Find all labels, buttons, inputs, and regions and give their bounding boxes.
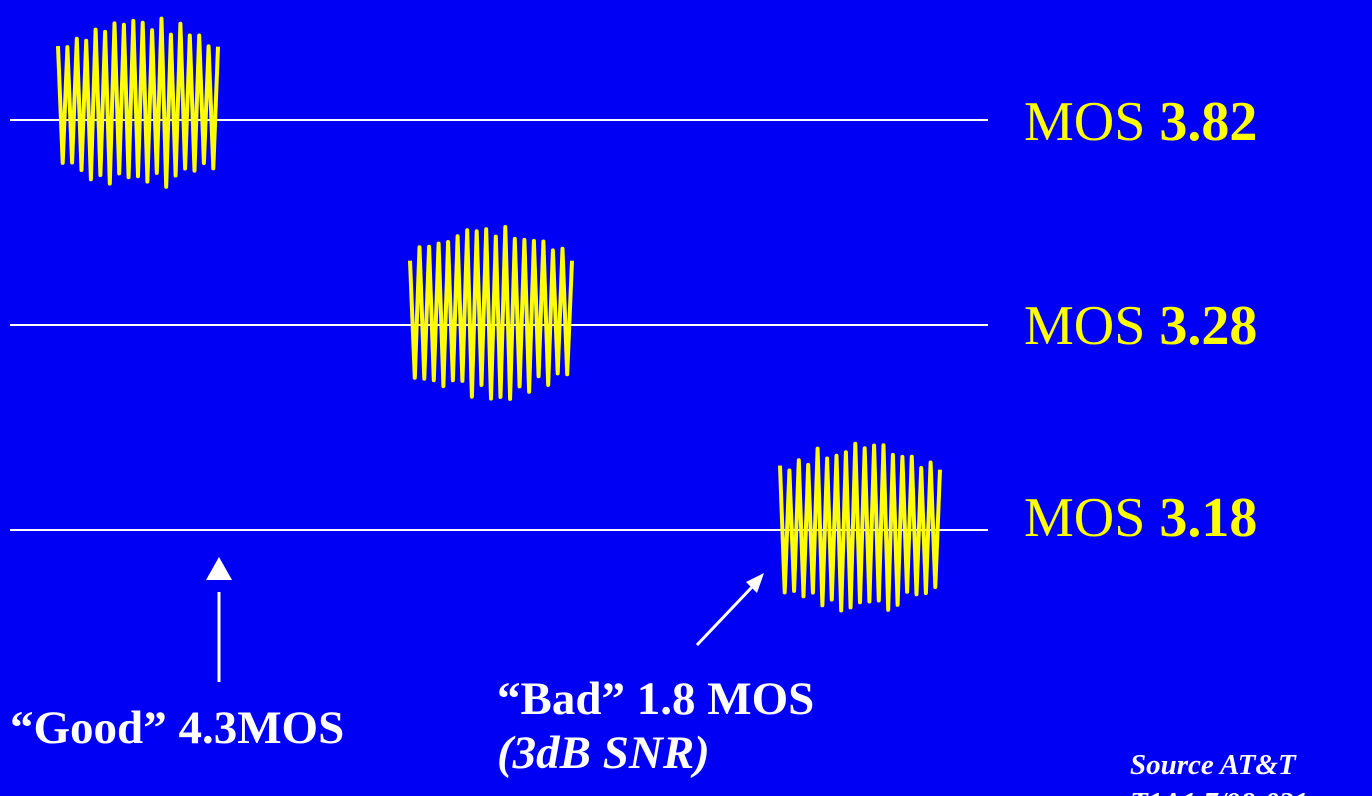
mos-label-row-2: MOS 3.28 [1024,295,1258,357]
mos-value-row-3: 3.18 [1159,487,1258,549]
mos-value-row-1: 3.82 [1159,91,1258,153]
mos-label-row-3: MOS 3.18 [1024,487,1258,549]
good-annotation: “Good” 4.3MOS [10,702,345,754]
bad-annotation-line2: (3dB SNR) [497,727,710,779]
waveform-medium [408,225,574,401]
waveform-good [56,16,220,189]
mos-value-row-2: 3.28 [1159,295,1258,357]
mos-label-row-1: MOS 3.82 [1024,91,1258,153]
source-note: Source AT&T T1A1.7/98-031 [1130,746,1308,796]
source-line2: T1A1.7/98-031 [1130,784,1308,796]
up-arrow [206,557,232,682]
bad-annotation-line1: “Bad” 1.8 MOS [497,673,815,725]
bad-annotation: “Bad” 1.8 MOS (3dB SNR) [497,672,814,780]
source-line1: Source AT&T [1130,749,1296,781]
diagonal-arrow [695,573,764,647]
waveform-bad [778,441,942,613]
